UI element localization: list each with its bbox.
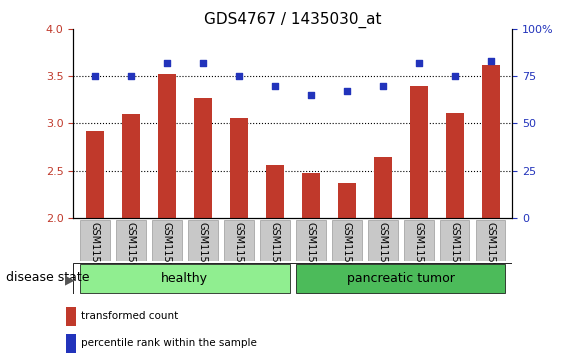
FancyBboxPatch shape	[80, 264, 289, 293]
FancyBboxPatch shape	[296, 220, 325, 261]
Text: GSM1159937: GSM1159937	[126, 222, 136, 287]
FancyBboxPatch shape	[224, 220, 253, 261]
Text: GSM1159946: GSM1159946	[450, 222, 460, 287]
Bar	[446, 113, 464, 218]
Text: healthy: healthy	[161, 272, 208, 285]
Point	[414, 60, 423, 66]
Point	[90, 73, 99, 79]
Text: GSM1159943: GSM1159943	[342, 222, 352, 287]
Text: percentile rank within the sample: percentile rank within the sample	[81, 338, 257, 348]
Point	[198, 60, 207, 66]
Text: GSM1159944: GSM1159944	[378, 222, 388, 287]
Point	[126, 73, 135, 79]
Point	[342, 89, 351, 94]
Point	[234, 73, 243, 79]
FancyBboxPatch shape	[188, 220, 217, 261]
Bar	[230, 118, 248, 218]
FancyBboxPatch shape	[440, 220, 470, 261]
Text: ▶: ▶	[65, 274, 74, 287]
Text: GSM1159938: GSM1159938	[162, 222, 172, 287]
Text: GSM1159940: GSM1159940	[234, 222, 244, 287]
Bar	[338, 183, 356, 218]
Bar	[410, 86, 428, 218]
FancyBboxPatch shape	[80, 220, 110, 261]
Text: GSM1159939: GSM1159939	[198, 222, 208, 287]
Text: disease state: disease state	[6, 271, 89, 284]
Point	[486, 58, 495, 64]
Point	[450, 73, 459, 79]
Bar	[482, 65, 500, 218]
Text: pancreatic tumor: pancreatic tumor	[347, 272, 455, 285]
FancyBboxPatch shape	[116, 220, 146, 261]
Text: transformed count: transformed count	[81, 311, 178, 321]
FancyBboxPatch shape	[476, 220, 506, 261]
FancyBboxPatch shape	[332, 220, 361, 261]
Point	[306, 92, 315, 98]
Bar	[194, 98, 212, 218]
FancyBboxPatch shape	[368, 220, 397, 261]
Bar	[66, 307, 76, 326]
Point	[270, 83, 279, 89]
Bar	[86, 131, 104, 218]
FancyBboxPatch shape	[152, 220, 181, 261]
Point	[378, 83, 387, 89]
Bar	[158, 74, 176, 218]
Bar	[122, 114, 140, 218]
Text: GSM1159947: GSM1159947	[486, 222, 496, 287]
FancyBboxPatch shape	[260, 220, 289, 261]
FancyBboxPatch shape	[296, 264, 506, 293]
Text: GSM1159941: GSM1159941	[270, 222, 280, 287]
FancyBboxPatch shape	[73, 263, 512, 294]
Bar	[266, 165, 284, 218]
Bar	[374, 158, 392, 218]
FancyBboxPatch shape	[404, 220, 434, 261]
Text: GSM1159945: GSM1159945	[414, 222, 424, 287]
Text: GSM1159936: GSM1159936	[90, 222, 100, 287]
Bar	[302, 174, 320, 218]
Title: GDS4767 / 1435030_at: GDS4767 / 1435030_at	[204, 12, 382, 28]
Bar	[66, 334, 76, 353]
Point	[162, 60, 171, 66]
Text: GSM1159942: GSM1159942	[306, 222, 316, 287]
